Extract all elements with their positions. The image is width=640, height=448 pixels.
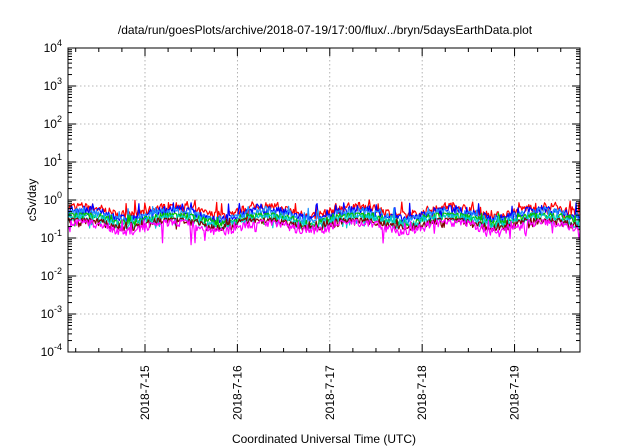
x-tick-label: 2018-7-16 [230, 365, 244, 420]
x-axis-ticks: 2018-7-15 2018-7-16 2018-7-17 2018-7-18 2018… [75, 48, 562, 420]
x-tick-label: 2018-7-15 [138, 365, 152, 420]
y-tick-label: 101 [44, 152, 62, 169]
data-series-group [67, 199, 581, 246]
y-tick-label: 102 [44, 114, 62, 131]
grid-lines [68, 48, 580, 352]
chart-title: /data/run/goesPlots/archive/2018-07-19/1… [118, 23, 533, 37]
x-tick-label: 2018-7-17 [323, 365, 337, 420]
y-tick-label: 10-1 [41, 228, 62, 245]
x-tick-label: 2018-7-18 [415, 365, 429, 420]
y-tick-label: 10-3 [41, 304, 62, 321]
x-axis-label: Coordinated Universal Time (UTC) [232, 432, 416, 446]
y-tick-label: 10-2 [41, 266, 62, 283]
series-line-7 [67, 219, 581, 246]
y-axis-label: cSv/day [25, 179, 39, 222]
y-tick-label: 103 [44, 76, 62, 93]
y-tick-label: 10-4 [41, 342, 62, 359]
x-tick-label: 2018-7-19 [508, 365, 522, 420]
y-tick-label: 104 [44, 38, 62, 55]
y-tick-label: 100 [44, 190, 62, 207]
y-axis-ticks: 10-4 10-3 10-2 10-1 100 101 102 103 104 [41, 38, 580, 359]
